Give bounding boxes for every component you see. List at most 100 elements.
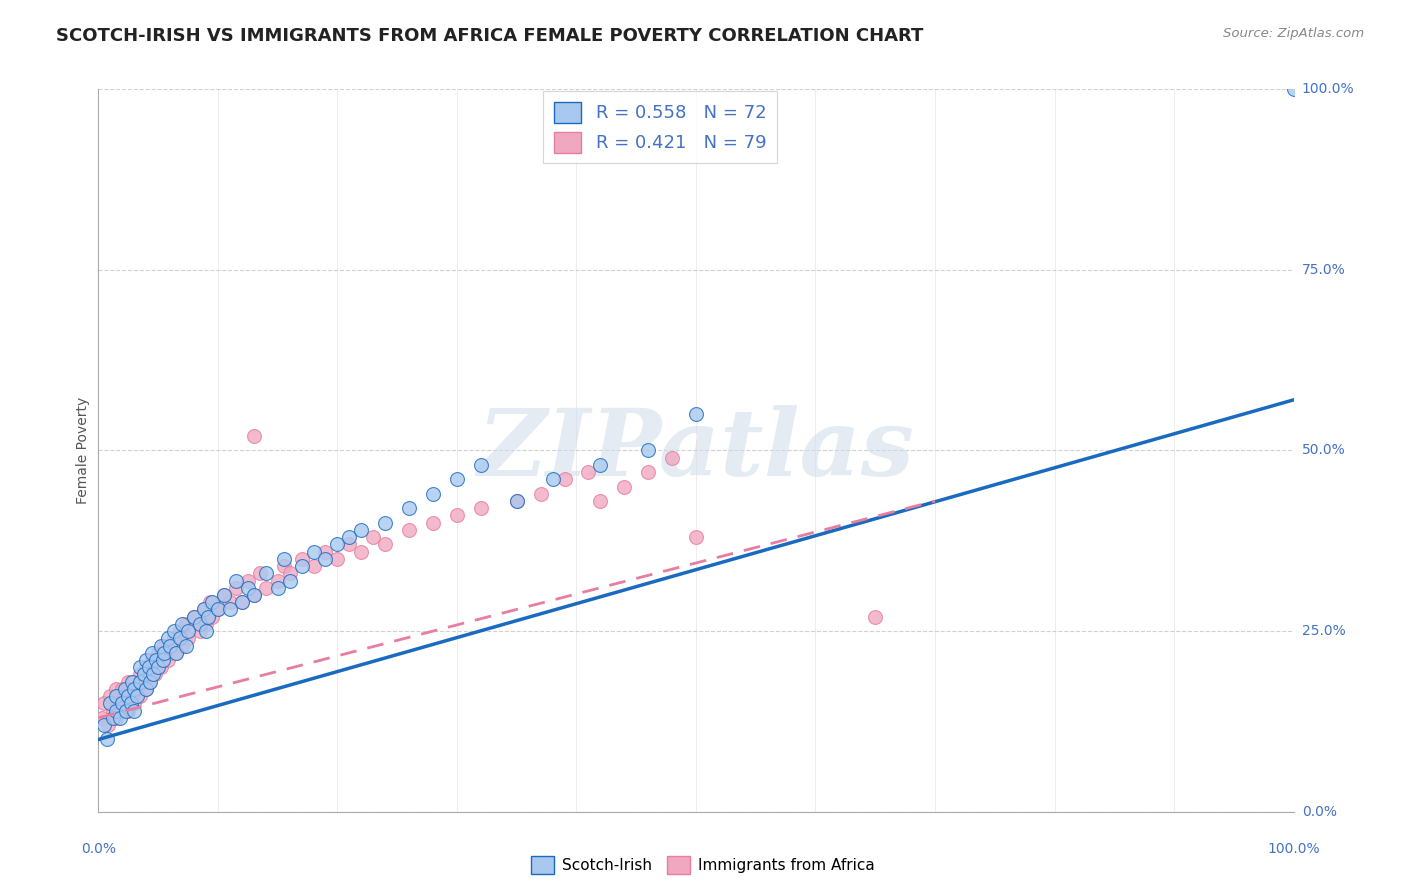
Point [93,696,115,710]
Point [326,537,349,551]
Text: ZIPatlas: ZIPatlas [478,406,914,495]
Point [207,602,229,616]
Point [291,559,314,574]
Point [138,674,160,689]
Point [273,559,295,574]
Point [121,674,143,689]
Point [470,458,492,472]
Point [541,472,564,486]
Point [212,588,235,602]
Point [446,472,468,486]
Point [231,595,253,609]
Point [132,674,155,689]
Point [129,674,152,689]
Point [398,501,420,516]
Point [135,681,157,696]
Point [470,501,492,516]
Point [135,653,157,667]
Point [637,465,659,479]
Point [506,494,529,508]
Point [153,639,176,653]
Point [159,639,181,653]
Point [183,609,205,624]
Point [135,681,157,696]
Point [114,689,136,703]
Point [231,595,253,609]
Point [135,660,157,674]
Point [219,602,242,616]
Point [273,551,295,566]
Point [105,704,128,718]
Point [315,544,337,558]
Point [422,516,444,530]
Point [96,732,118,747]
Legend: R = 0.558   N = 72, R = 0.421   N = 79: R = 0.558 N = 72, R = 0.421 N = 79 [543,91,778,163]
Point [129,667,152,681]
Text: Source: ZipAtlas.com: Source: ZipAtlas.com [1223,27,1364,40]
Text: 100.0%: 100.0% [1267,842,1320,856]
Point [446,508,468,523]
Point [249,566,271,581]
Point [177,624,200,639]
Point [163,624,186,639]
Point [120,696,142,710]
Point [637,443,659,458]
Point [165,646,187,660]
Point [422,487,444,501]
Point [339,537,361,551]
Point [141,646,163,660]
Point [183,609,205,624]
Point [193,602,215,616]
Point [149,639,172,653]
Text: 0.0%: 0.0% [82,842,115,856]
Point [197,609,219,624]
Point [148,660,170,674]
Point [219,595,242,609]
Point [236,581,259,595]
Point [243,429,266,443]
Point [530,487,553,501]
Point [145,660,167,674]
Point [174,639,197,653]
Point [506,494,529,508]
Point [350,544,373,558]
Point [156,653,179,667]
Point [101,704,124,718]
Point [124,696,146,710]
Point [169,624,191,639]
Point [105,689,128,703]
Point [225,574,247,588]
Y-axis label: Female Poverty: Female Poverty [76,397,90,504]
Point [1282,82,1305,96]
Point [149,660,172,674]
Point [350,523,373,537]
Point [132,667,155,681]
Point [117,674,139,689]
Point [589,458,612,472]
Point [98,689,122,703]
Point [236,574,259,588]
Point [613,480,636,494]
Point [124,704,146,718]
Point [685,407,707,421]
Point [124,681,146,696]
Point [188,616,211,631]
Point [152,653,174,667]
Point [302,544,325,558]
Point [98,696,122,710]
Point [254,581,277,595]
Point [117,689,139,703]
Point [139,667,162,681]
Point [143,667,166,681]
Point [865,609,887,624]
Point [267,581,290,595]
Point [193,602,215,616]
Point [339,530,361,544]
Point [105,711,128,725]
Point [554,472,576,486]
Point [254,566,277,581]
Point [374,516,396,530]
Point [212,588,235,602]
Point [93,718,115,732]
Point [243,588,266,602]
